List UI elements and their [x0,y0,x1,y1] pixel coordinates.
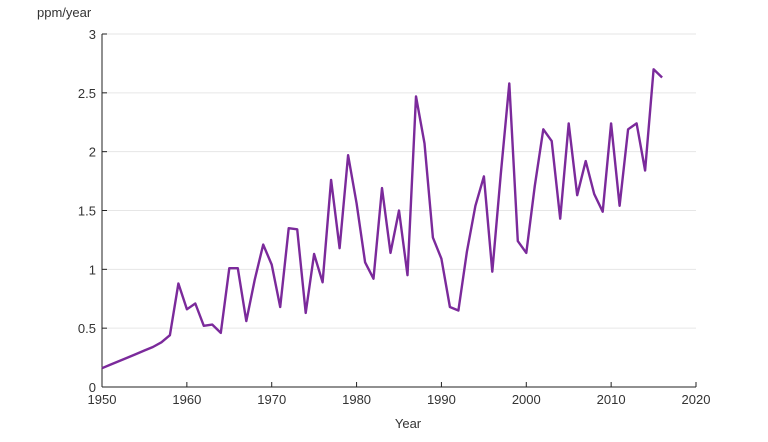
x-tick-label: 2010 [597,392,626,407]
x-tick-label: 1980 [342,392,371,407]
x-tick-label: 2020 [682,392,711,407]
y-tick-label: 2.5 [78,86,96,101]
series [101,68,663,370]
y-tick-label: 0 [89,380,96,395]
x-tick-label: 2000 [512,392,541,407]
series-line [101,68,663,370]
x-tick-label: 1970 [257,392,286,407]
x-tick-label: 1990 [427,392,456,407]
gridlines [102,33,696,329]
y-tick-label: 0.5 [78,321,96,336]
y-tick-label: 3 [89,27,96,42]
y-tick-label: 1.5 [78,204,96,219]
y-tick-label: 2 [89,145,96,160]
axes [101,33,697,388]
x-tick-label: 1960 [172,392,201,407]
x-tick-label: 1950 [88,392,117,407]
tick-labels: 0 0.5 1 1.5 2 2.5 3 1950 1960 1970 1980 1990 2000 201… [78,27,711,407]
y-tick-label: 1 [89,262,96,277]
x-axis-label: Year [395,416,422,431]
y-axis-label: ppm/year [37,5,92,20]
